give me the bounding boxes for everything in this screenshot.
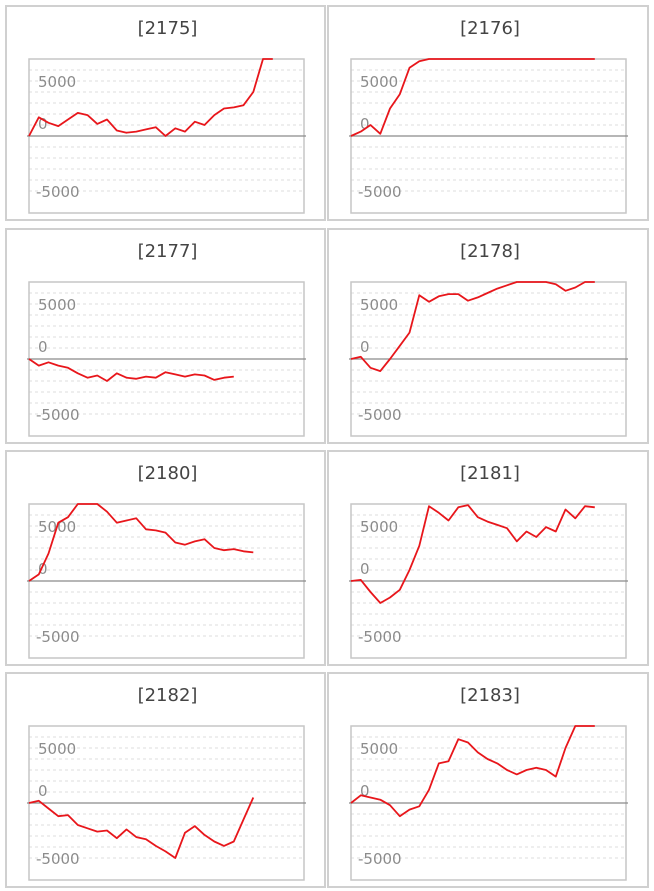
y-tick-label: 5000 — [38, 740, 76, 758]
chart-title: [2177] — [138, 241, 198, 262]
y-tick-label: 0 — [38, 338, 48, 356]
y-tick-label: 0 — [360, 115, 370, 133]
chart-svg: [2183] 5000 0 -5000 — [349, 685, 628, 881]
chart-svg: [2178] 5000 0 -5000 — [349, 241, 628, 437]
y-tick-label: -5000 — [36, 183, 80, 201]
y-tick-label: 5000 — [360, 740, 398, 758]
y-tick-label: -5000 — [358, 183, 402, 201]
chart-title: [2183] — [460, 685, 520, 706]
chart-svg: [2177] 5000 0 -5000 — [27, 241, 306, 437]
series-line — [28, 58, 273, 137]
chart-svg: [2175] 5000 0 -5000 — [27, 18, 306, 214]
y-tick-label: -5000 — [358, 406, 402, 424]
chart-title: [2181] — [460, 463, 520, 484]
chart-panel: [2183] 5000 0 -5000 — [327, 672, 649, 888]
y-tick-label: -5000 — [36, 406, 80, 424]
chart-svg: [2176] 5000 0 -5000 — [349, 18, 628, 214]
chart-svg: [2182] 5000 0 -5000 — [27, 685, 306, 881]
chart-title: [2176] — [460, 18, 520, 39]
series-line — [350, 504, 595, 604]
y-tick-label: -5000 — [36, 850, 80, 868]
series-line — [28, 797, 255, 859]
chart-panel: [2182] 5000 0 -5000 — [5, 672, 326, 888]
y-tick-label: 5000 — [38, 73, 76, 91]
y-tick-label: -5000 — [358, 628, 402, 646]
y-tick-label: 0 — [38, 782, 48, 800]
y-tick-label: 0 — [360, 560, 370, 578]
chart-panel: [2175] 5000 0 -5000 — [5, 5, 326, 221]
series-line — [350, 281, 595, 373]
series-line — [28, 503, 254, 582]
chart-panel: [2181] 5000 0 -5000 — [327, 450, 649, 666]
y-tick-label: 0 — [360, 338, 370, 356]
chart-panel: [2177] 5000 0 -5000 — [5, 228, 326, 444]
y-tick-label: 0 — [38, 115, 48, 133]
y-tick-label: 5000 — [38, 296, 76, 314]
y-tick-label: -5000 — [358, 850, 402, 868]
chart-panel: [2176] 5000 0 -5000 — [327, 5, 649, 221]
y-tick-label: 5000 — [360, 518, 398, 536]
series-line — [28, 358, 234, 382]
chart-panel: [2180] 5000 0 -5000 — [5, 450, 326, 666]
y-tick-label: -5000 — [36, 628, 80, 646]
y-tick-label: 0 — [38, 560, 48, 578]
y-tick-label: 5000 — [360, 296, 398, 314]
y-tick-label: 0 — [360, 782, 370, 800]
chart-panel: [2178] 5000 0 -5000 — [327, 228, 649, 444]
series-line — [350, 58, 595, 137]
chart-title: [2180] — [138, 463, 198, 484]
chart-svg: [2181] 5000 0 -5000 — [349, 463, 628, 659]
series-line — [350, 725, 595, 818]
y-tick-label: 5000 — [360, 73, 398, 91]
chart-title: [2178] — [460, 241, 520, 262]
chart-title: [2175] — [138, 18, 198, 39]
chart-title: [2182] — [138, 685, 198, 706]
